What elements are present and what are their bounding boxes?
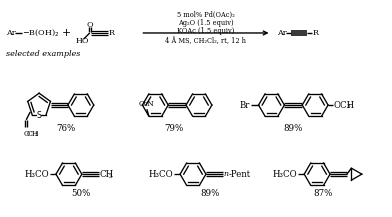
Text: 50%: 50%	[71, 189, 91, 198]
Text: O₂N: O₂N	[139, 100, 155, 108]
Text: -Pent: -Pent	[229, 170, 251, 179]
Text: Ar: Ar	[6, 29, 16, 37]
Text: H₃CO: H₃CO	[24, 170, 49, 179]
Text: 3: 3	[34, 132, 38, 137]
Text: 3: 3	[109, 174, 112, 179]
Text: R: R	[312, 29, 318, 37]
Text: 3: 3	[347, 104, 350, 109]
Text: Br: Br	[239, 100, 250, 110]
Text: 89%: 89%	[200, 189, 220, 198]
Text: OCH: OCH	[333, 100, 354, 110]
Text: 89%: 89%	[284, 124, 303, 133]
Text: O: O	[23, 130, 29, 138]
Text: CH: CH	[100, 170, 114, 179]
Text: +: +	[62, 28, 71, 38]
Text: Ar: Ar	[278, 29, 287, 37]
Text: 87%: 87%	[314, 189, 333, 198]
Text: $-$B(OH)$_2$: $-$B(OH)$_2$	[22, 28, 60, 38]
Text: Ag₂O (1.5 equiv): Ag₂O (1.5 equiv)	[178, 19, 234, 27]
Text: 76%: 76%	[56, 124, 76, 133]
Text: n: n	[224, 170, 229, 178]
Text: S: S	[37, 111, 42, 120]
Text: 5 mol% Pd(OAc)₂: 5 mol% Pd(OAc)₂	[177, 11, 235, 19]
Text: HO: HO	[76, 37, 89, 45]
Text: H₃CO: H₃CO	[273, 170, 297, 179]
Text: 4 Å MS, CH₂Cl₂, rt, 12 h: 4 Å MS, CH₂Cl₂, rt, 12 h	[165, 37, 247, 45]
Text: KOAc (1.5 equiv): KOAc (1.5 equiv)	[177, 27, 235, 35]
Text: O: O	[87, 21, 93, 29]
Text: 79%: 79%	[165, 124, 184, 133]
Text: CH: CH	[26, 130, 38, 138]
Text: selected examples: selected examples	[6, 50, 81, 58]
Text: H₃CO: H₃CO	[149, 170, 173, 179]
Text: R: R	[109, 29, 114, 37]
